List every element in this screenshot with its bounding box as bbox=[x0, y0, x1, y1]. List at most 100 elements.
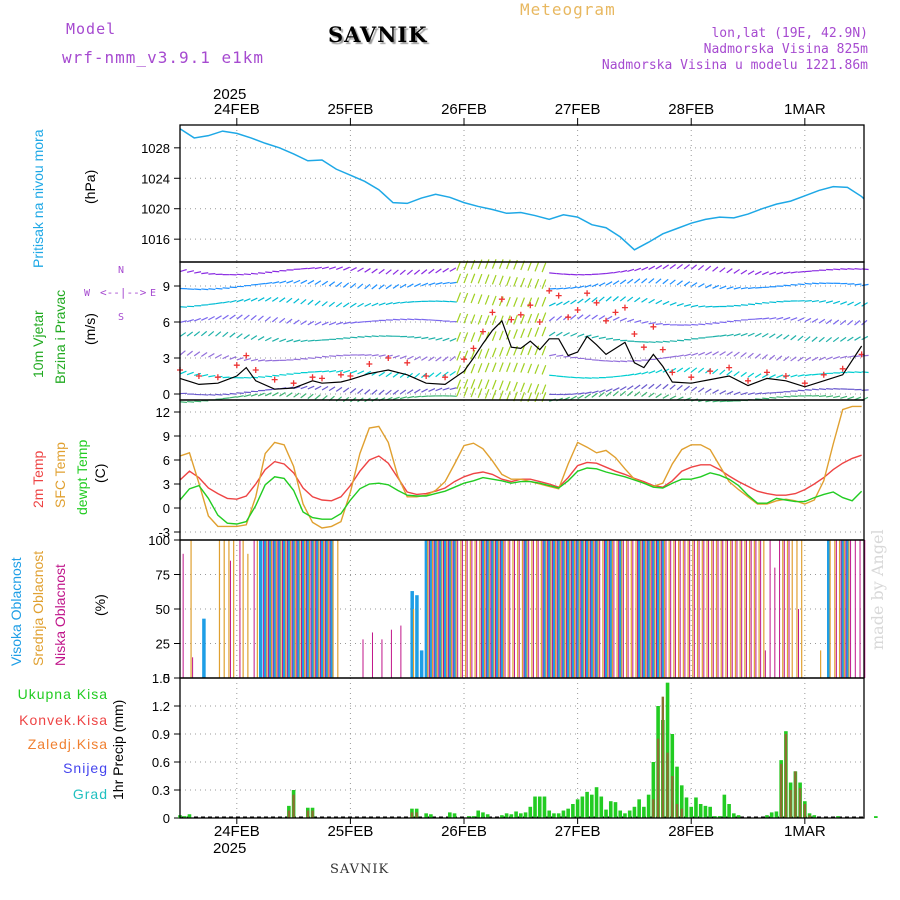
wind-arrow bbox=[797, 317, 805, 322]
wind-arrow bbox=[534, 364, 540, 374]
wind-arrow bbox=[498, 362, 504, 373]
wind-gust-marker bbox=[470, 345, 477, 352]
total-precip-bar bbox=[665, 682, 670, 818]
wind-arrow bbox=[279, 392, 286, 397]
wind-arrow bbox=[598, 282, 606, 287]
wind-arrow bbox=[762, 392, 770, 395]
top-date-label: 26FEB bbox=[441, 101, 487, 118]
wind-arrow bbox=[584, 297, 591, 303]
wind-arrow bbox=[456, 273, 462, 284]
total-precip-bar bbox=[448, 812, 452, 818]
wind-arrow bbox=[527, 345, 533, 356]
wind-arrow bbox=[435, 337, 443, 341]
wind-arrow bbox=[484, 348, 490, 359]
wind-gust-marker bbox=[517, 311, 524, 318]
wind-arrow bbox=[641, 391, 648, 397]
wind-arrow bbox=[279, 373, 287, 376]
wind-arrow bbox=[548, 302, 556, 307]
wind-arrow bbox=[655, 369, 663, 374]
wind-arrow bbox=[350, 370, 358, 374]
total-precip-bar bbox=[632, 806, 637, 818]
total-precip-bar bbox=[874, 816, 878, 818]
wind-arrow bbox=[712, 284, 720, 289]
wind-arrow bbox=[769, 301, 777, 304]
total-precip-bar bbox=[722, 794, 727, 818]
wind-gust-marker bbox=[763, 369, 770, 376]
wind-arrow bbox=[847, 355, 855, 358]
wind-gust-marker bbox=[423, 373, 430, 379]
high-cloud-bar bbox=[448, 540, 452, 678]
wind-arrow bbox=[556, 354, 564, 357]
wind-arrow bbox=[613, 375, 621, 378]
conv-precip-bar bbox=[779, 763, 783, 818]
wind-arrow bbox=[470, 379, 476, 389]
wind-gust-marker bbox=[195, 373, 202, 379]
high-cloud-bar bbox=[604, 540, 609, 678]
wind-arrow bbox=[371, 268, 378, 274]
wind-arrow bbox=[449, 281, 457, 284]
wind-arrow bbox=[605, 388, 613, 393]
wind-arrow bbox=[498, 380, 504, 391]
wind-arrow bbox=[605, 296, 612, 302]
wind-arrow bbox=[847, 320, 854, 326]
temp-dewpt-line bbox=[179, 467, 863, 525]
wind-arrow bbox=[498, 330, 504, 341]
high-cloud-bar bbox=[311, 540, 315, 678]
wind-gust-marker bbox=[536, 319, 543, 325]
wind-arrow bbox=[463, 292, 469, 303]
wind-arrow bbox=[861, 335, 869, 341]
wind-arrow bbox=[641, 278, 648, 284]
wind-arrow bbox=[541, 262, 547, 273]
wind-arrow bbox=[222, 397, 230, 400]
wind-arrow bbox=[740, 286, 748, 290]
wind-arrow bbox=[371, 335, 379, 338]
wind-arrow bbox=[541, 345, 547, 356]
wind-arrow bbox=[854, 371, 862, 374]
wind-arrow bbox=[613, 271, 621, 274]
wind-arrow bbox=[286, 297, 293, 303]
wind-arrow bbox=[804, 336, 811, 342]
wind-gust-marker bbox=[214, 374, 221, 381]
wind-arrow bbox=[229, 299, 237, 303]
legend-snow: Snijeg bbox=[63, 760, 108, 776]
wind-gust-marker bbox=[603, 317, 610, 324]
tick-label-temp: 3 bbox=[163, 477, 170, 492]
wind-gust-marker bbox=[385, 355, 392, 361]
wind-arrow bbox=[484, 379, 490, 390]
tick-label-temp: 9 bbox=[163, 429, 170, 444]
wind-arrow bbox=[605, 315, 613, 321]
wind-arrow bbox=[201, 373, 209, 377]
wind-arrow bbox=[491, 389, 497, 400]
top-date-label: 25FEB bbox=[327, 101, 373, 118]
high-cloud-bar bbox=[268, 540, 272, 678]
wind-arrow bbox=[491, 347, 497, 358]
wind-arrow bbox=[755, 286, 763, 289]
tick-label-pressure: 1020 bbox=[141, 202, 170, 217]
conv-precip-bar bbox=[656, 738, 660, 818]
wind-arrow bbox=[804, 282, 812, 285]
wind-arrow bbox=[598, 391, 605, 398]
wind-speed-line bbox=[179, 319, 863, 390]
wind-arrow bbox=[179, 370, 187, 375]
wind-arrow bbox=[783, 334, 790, 340]
wind-arrow bbox=[343, 369, 351, 374]
wind-arrow bbox=[392, 396, 400, 400]
wind-arrow bbox=[847, 301, 854, 306]
high-cloud-bar bbox=[282, 540, 287, 678]
wind-gust-marker bbox=[669, 369, 676, 376]
wind-arrow bbox=[634, 319, 642, 324]
total-precip-bar bbox=[585, 791, 589, 818]
wind-arrow bbox=[783, 395, 791, 398]
wind-arrow bbox=[477, 294, 483, 305]
wind-arrow bbox=[719, 267, 726, 273]
wind-arrow bbox=[435, 387, 443, 392]
total-precip-bar bbox=[547, 810, 552, 818]
wind-arrow bbox=[662, 340, 670, 343]
total-precip-bar bbox=[481, 812, 485, 818]
wind-arrow bbox=[690, 367, 698, 373]
wind-arrow bbox=[776, 333, 783, 339]
wind-gust-marker bbox=[631, 331, 638, 337]
wind-arrow bbox=[783, 271, 791, 275]
wind-arrow bbox=[648, 322, 656, 325]
wind-arrow bbox=[407, 318, 415, 321]
